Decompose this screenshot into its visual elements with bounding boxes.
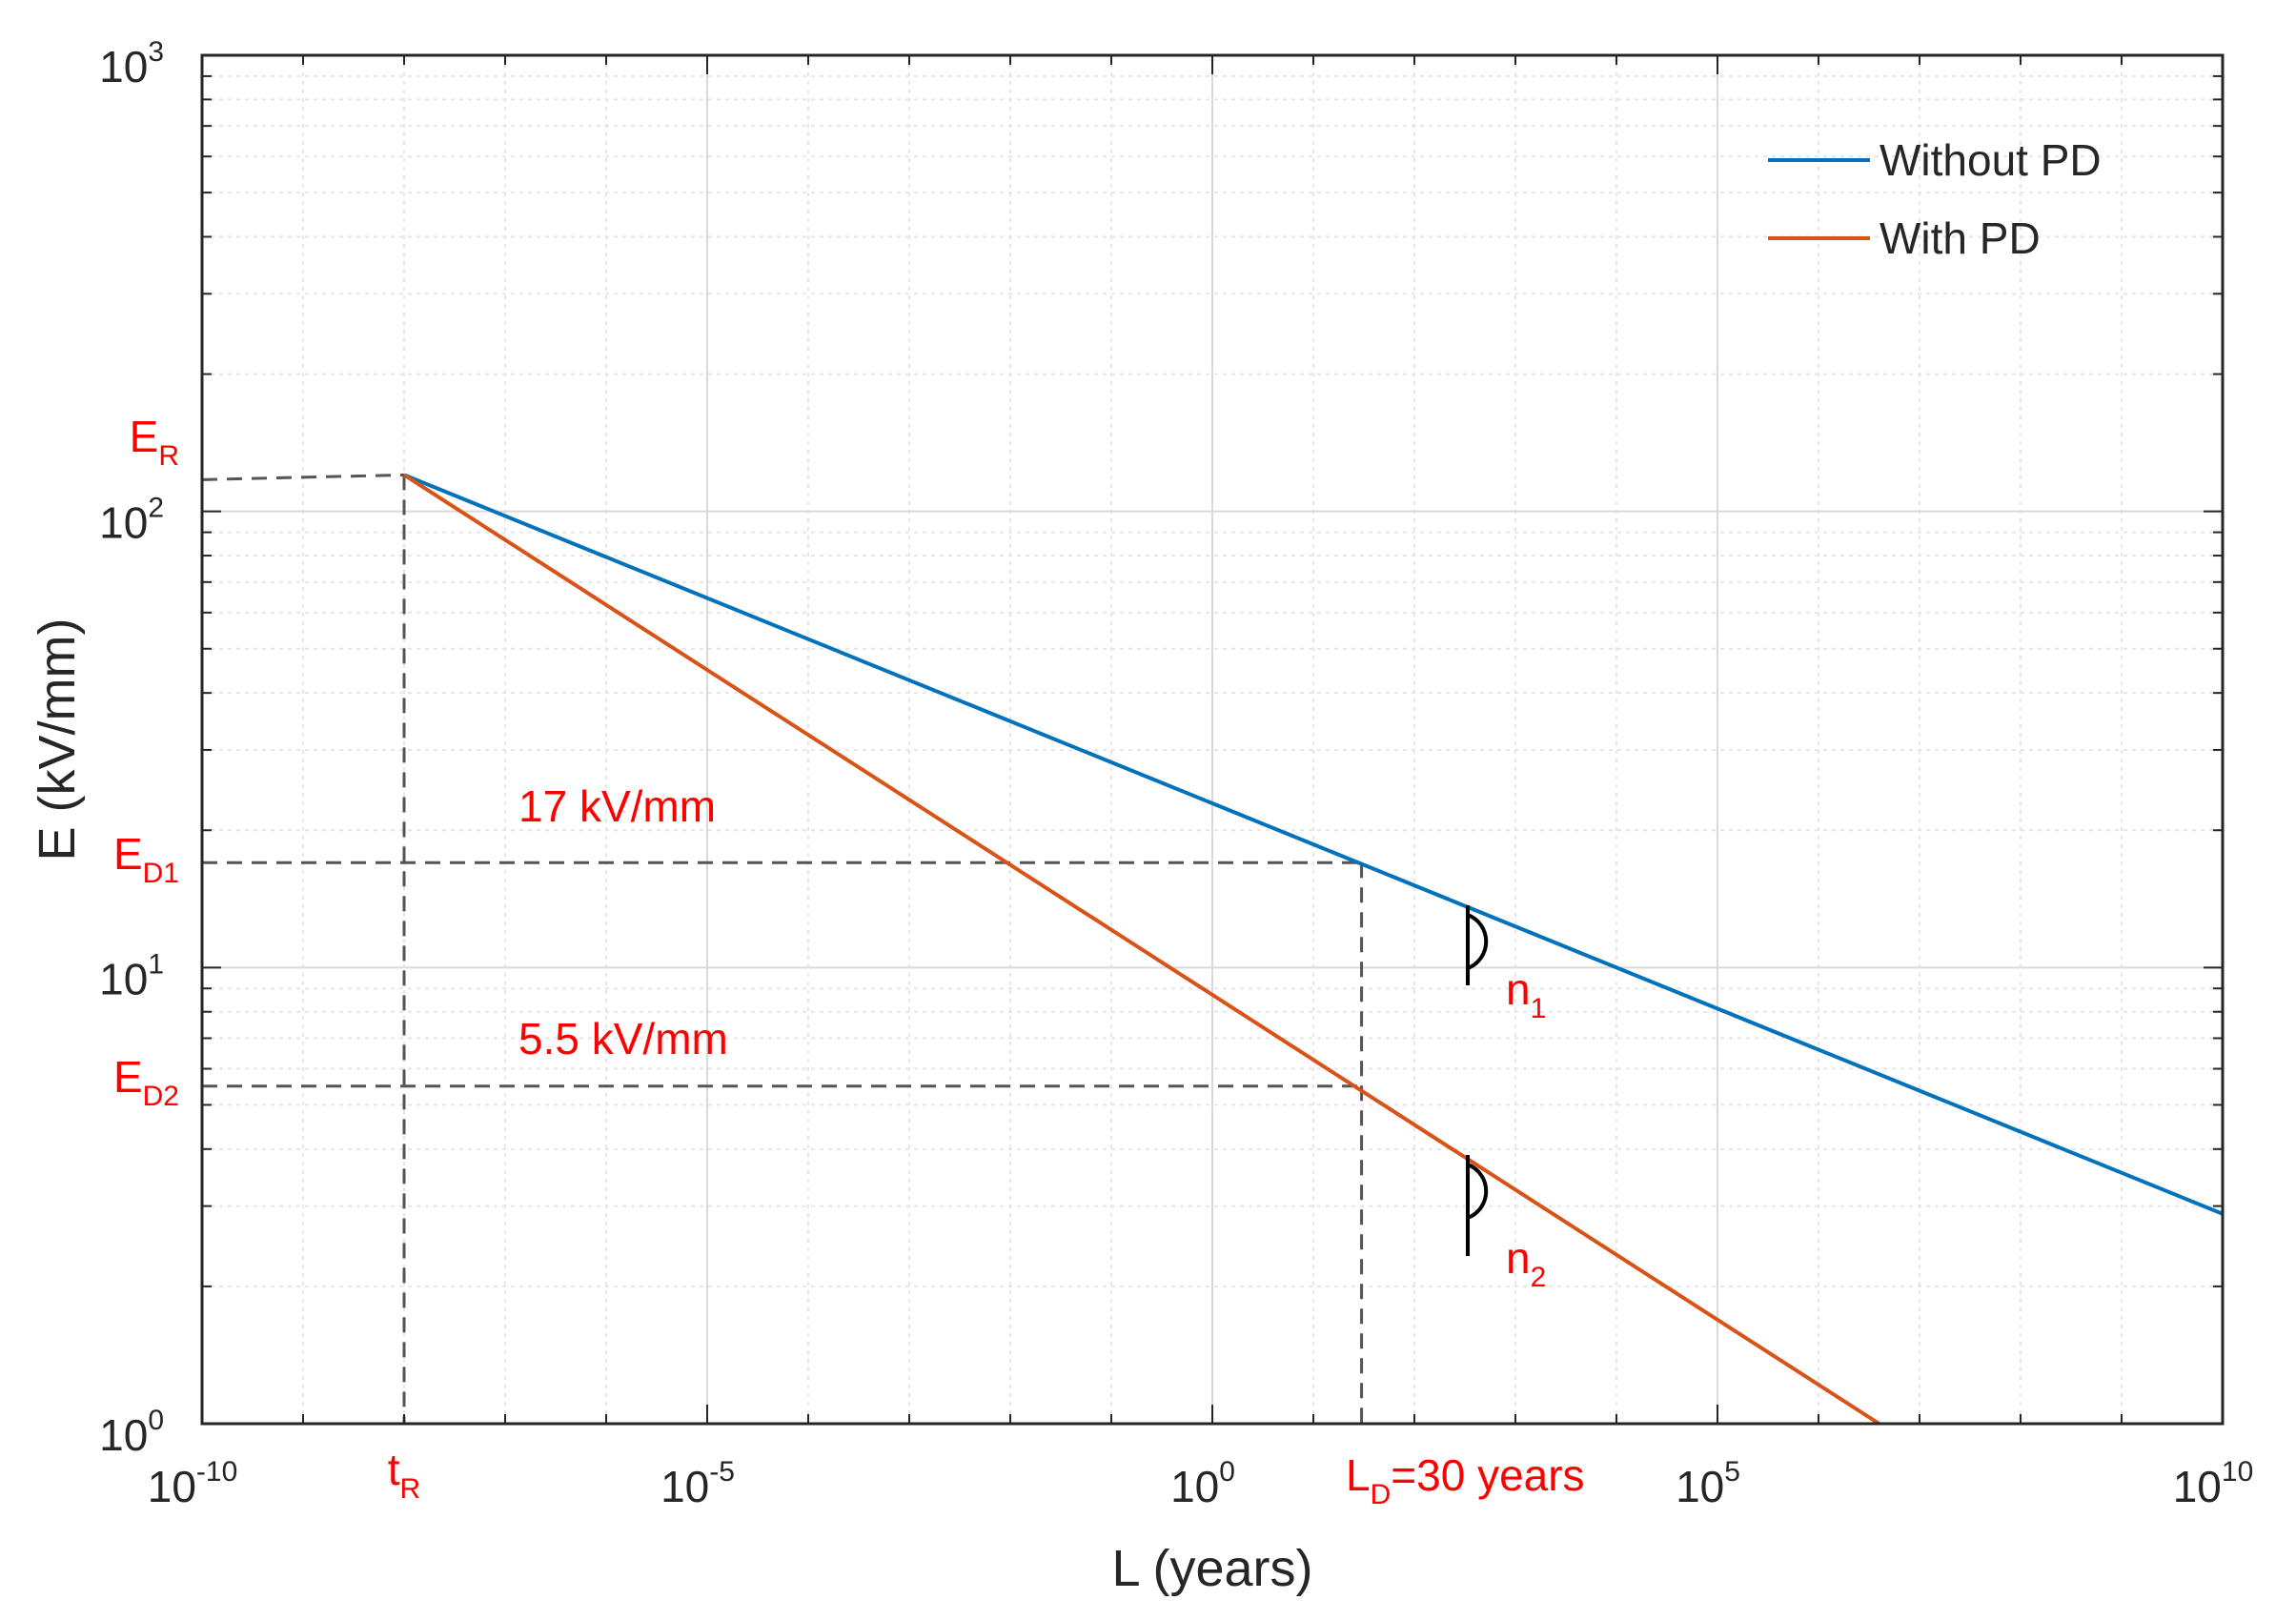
series	[402, 473, 2224, 1426]
tick-labels: 10-10 10-5 100 105 1010 100 101 102 103	[99, 36, 2253, 1511]
x-tick-label: 1010	[2173, 1456, 2254, 1511]
x-tick-label: 100	[1170, 1456, 1235, 1511]
tick-marks	[201, 54, 2224, 1425]
annotation-ld: LD=30 years	[1346, 1450, 1585, 1510]
slope-angle-n1	[1466, 905, 1489, 985]
annotation-ed1: ED1	[113, 829, 179, 889]
annotations: ER ED1 ED2 tR LD=30 years n1 n2 17 kV/mm…	[113, 412, 1585, 1510]
series-line-without-pd	[403, 473, 2224, 1216]
series-line-with-pd	[402, 473, 1880, 1426]
legend-label-with-pd: With PD	[1879, 213, 2041, 263]
x-axis-label: L (years)	[1111, 1540, 1312, 1597]
legend-label-without-pd: Without PD	[1879, 135, 2102, 185]
y-tick-label: 103	[99, 36, 164, 91]
slope-angle-n2	[1466, 1155, 1489, 1256]
y-tick-label: 102	[99, 493, 164, 548]
y-axis-label: E (kV/mm)	[29, 618, 86, 861]
ref-line-er	[201, 473, 405, 481]
legend: Without PD With PD	[1768, 135, 2102, 263]
annotation-ed2: ED2	[113, 1052, 179, 1112]
annotation-tr: tR	[388, 1445, 420, 1505]
annotation-n2: n2	[1506, 1233, 1546, 1293]
x-tick-label: 10-10	[148, 1456, 238, 1511]
reference-lines	[201, 473, 1364, 1424]
annotation-5-5-kv-mm: 5.5 kV/mm	[518, 1014, 728, 1063]
x-tick-label: 105	[1676, 1456, 1740, 1511]
annotation-er: ER	[130, 412, 179, 472]
y-tick-label: 101	[99, 948, 164, 1003]
x-tick-label: 10-5	[660, 1456, 735, 1511]
y-tick-label: 100	[99, 1405, 164, 1460]
annotation-17-kv-mm: 17 kV/mm	[518, 781, 716, 831]
annotation-n1: n1	[1506, 964, 1546, 1024]
